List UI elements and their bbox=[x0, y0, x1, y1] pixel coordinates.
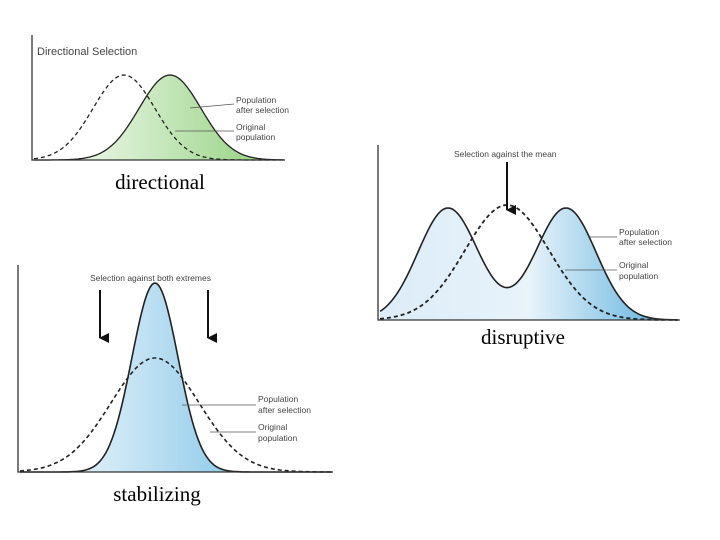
after-label: Population bbox=[236, 95, 276, 105]
after-label: Population bbox=[258, 394, 298, 404]
stabilizing-panel: Selection against both extremes Populati… bbox=[17, 265, 333, 506]
after-selection-curve bbox=[34, 74, 284, 161]
original-curve bbox=[379, 204, 678, 321]
axes bbox=[377, 145, 680, 321]
original-label: population bbox=[619, 271, 659, 281]
axes bbox=[31, 35, 285, 161]
original-curve bbox=[19, 357, 332, 473]
after-selection-area bbox=[20, 283, 332, 472]
after-selection-curve bbox=[379, 207, 678, 321]
original-label: Original bbox=[619, 260, 648, 270]
directional-panel: Directional Selection Population after s… bbox=[31, 35, 289, 194]
original-curve bbox=[33, 74, 284, 161]
after-label: after selection bbox=[619, 237, 672, 247]
panel-title: Directional Selection bbox=[37, 46, 137, 58]
axes bbox=[17, 265, 333, 473]
selection-heading: Selection against the mean bbox=[454, 149, 557, 159]
original-label: Original bbox=[258, 422, 287, 432]
after-selection-area bbox=[380, 208, 678, 320]
after-label: after selection bbox=[236, 105, 289, 115]
caption: disruptive bbox=[481, 325, 565, 349]
disruptive-panel: Selection against the mean Population af… bbox=[377, 145, 680, 349]
selection-heading: Selection against both extremes bbox=[90, 273, 211, 283]
leader-line bbox=[189, 103, 235, 109]
after-label: after selection bbox=[258, 405, 311, 415]
after-label: Population bbox=[619, 227, 659, 237]
original-label: Original bbox=[236, 122, 265, 132]
caption: stabilizing bbox=[113, 482, 201, 506]
original-label: population bbox=[258, 433, 298, 443]
original-label: population bbox=[236, 132, 276, 142]
caption: directional bbox=[115, 170, 205, 194]
after-selection-area bbox=[34, 75, 284, 160]
